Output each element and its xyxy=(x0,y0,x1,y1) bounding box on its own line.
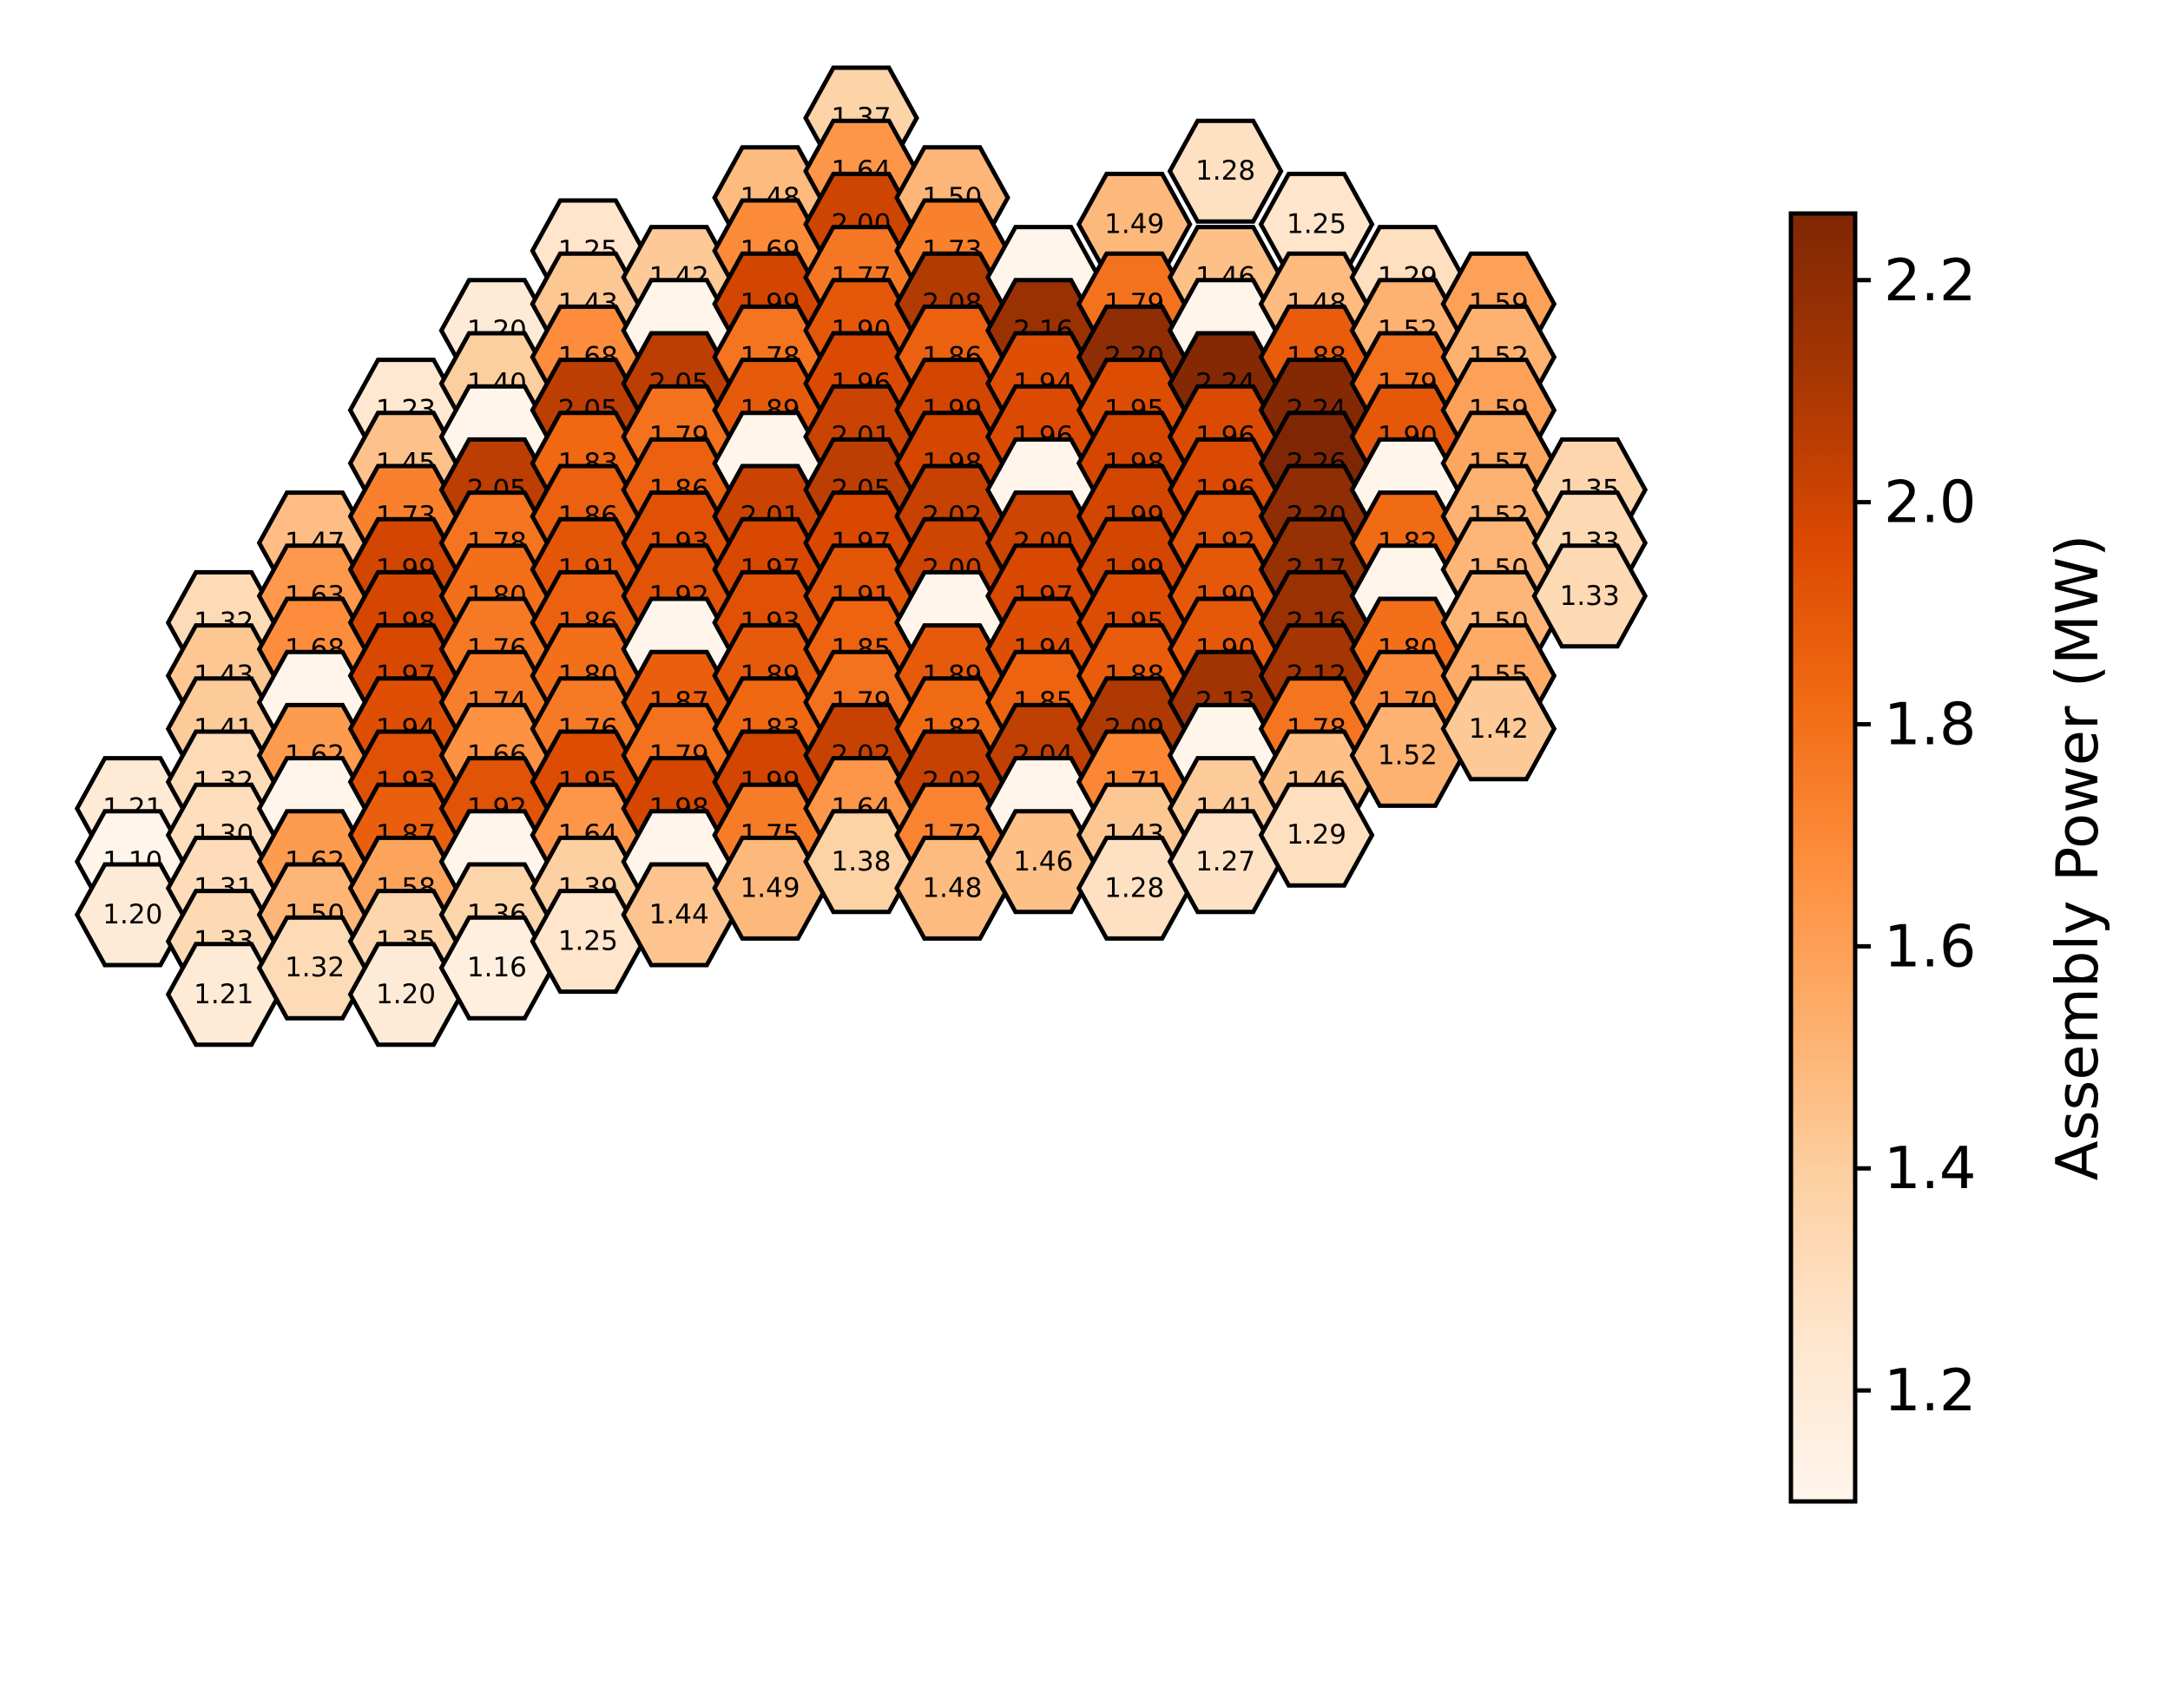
hex-value-label: 1.16 xyxy=(467,952,527,983)
hex-value-label: 1.44 xyxy=(649,899,709,930)
hex-value-label: 1.20 xyxy=(102,899,162,930)
hex-assembly xyxy=(1167,118,1284,224)
hex-value-label: 1.49 xyxy=(741,872,800,903)
hex-value-label: 1.25 xyxy=(558,926,618,957)
hex-value-label: 1.48 xyxy=(922,872,982,903)
hex-value-label: 1.27 xyxy=(1195,846,1255,877)
hex-value-label: 1.20 xyxy=(376,979,436,1010)
hex-value-label: 1.49 xyxy=(1104,208,1164,240)
colorbar: 1.2 1.4 1.6 1.8 2.0 2.2 Assembly Power (MW) xyxy=(1788,211,2111,1504)
hex-value-label: 1.32 xyxy=(285,952,345,983)
hex-assembly-grid: 1.211.101.201.321.431.411.321.301.311.33… xyxy=(74,65,1649,1048)
hex-value-label: 1.28 xyxy=(1104,872,1164,903)
colorbar-ticks: 1.2 1.4 1.6 1.8 2.0 2.2 xyxy=(1855,246,1977,1424)
hex-value-label: 1.42 xyxy=(1469,713,1529,745)
colorbar-tick-label: 1.6 xyxy=(1884,912,1977,980)
colorbar-tick-label: 1.2 xyxy=(1884,1357,1977,1424)
hex-assembly xyxy=(1258,782,1375,888)
hex-value-label: 1.25 xyxy=(1287,208,1346,240)
hex-value-label: 1.28 xyxy=(1195,155,1255,187)
colorbar-tick-label: 1.4 xyxy=(1884,1134,1977,1202)
colorbar-tick-label: 2.0 xyxy=(1884,469,1977,536)
hex-value-label: 1.21 xyxy=(194,979,253,1010)
hex-assembly xyxy=(1440,676,1557,782)
colorbar-tick-label: 2.2 xyxy=(1884,246,1977,314)
hex-value-label: 1.38 xyxy=(831,846,891,877)
hex-value-label: 1.46 xyxy=(1013,846,1073,877)
colorbar-label: Assembly Power (MW) xyxy=(2044,535,2111,1180)
hex-value-label: 1.33 xyxy=(1560,581,1620,612)
hex-assembly xyxy=(1531,543,1649,649)
colorbar-gradient xyxy=(1788,211,1858,1504)
colorbar-tick-label: 1.8 xyxy=(1884,690,1977,758)
hex-value-label: 1.52 xyxy=(1378,739,1438,771)
hex-value-label: 1.29 xyxy=(1287,819,1346,851)
